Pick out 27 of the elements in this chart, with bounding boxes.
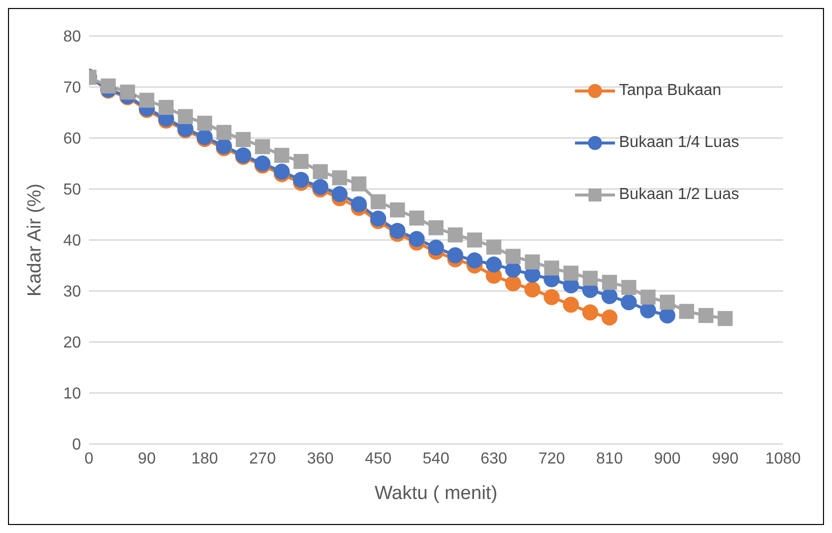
legend-label: Bukaan 1/4 Luas bbox=[619, 134, 740, 152]
y-tick-label: 50 bbox=[63, 182, 82, 199]
x-tick-label: 630 bbox=[480, 450, 508, 468]
y-tick-label: 30 bbox=[63, 284, 82, 301]
x-axis-title: Waktu ( menit) bbox=[374, 483, 498, 504]
y-tick-label: 70 bbox=[63, 80, 82, 97]
x-tick-label: 540 bbox=[422, 450, 450, 468]
x-tick-label: 360 bbox=[306, 450, 334, 468]
x-tick-label: 990 bbox=[712, 450, 739, 468]
y-tick-label: 10 bbox=[63, 386, 82, 403]
x-tick-label: 180 bbox=[191, 450, 218, 468]
x-tick-label: 810 bbox=[596, 450, 623, 468]
x-tick-label: 720 bbox=[538, 450, 566, 468]
y-tick-label: 0 bbox=[72, 436, 82, 454]
y-tick-label: 20 bbox=[63, 334, 82, 352]
x-tick-label: 90 bbox=[138, 450, 156, 468]
x-tick-label: 0 bbox=[84, 450, 94, 468]
legend-label: Bukaan 1/2 Luas bbox=[619, 186, 740, 204]
x-tick-label: 270 bbox=[249, 450, 276, 468]
y-tick-label: 80 bbox=[63, 28, 82, 46]
legend-label: Tanpa Bukaan bbox=[619, 82, 722, 100]
y-axis-title: Kadar Air (%) bbox=[24, 184, 46, 296]
y-tick-label: 60 bbox=[63, 130, 82, 148]
x-tick-label: 450 bbox=[364, 450, 392, 468]
x-tick-label: 1080 bbox=[765, 450, 801, 468]
x-tick-label: 900 bbox=[654, 450, 681, 468]
y-tick-label: 40 bbox=[63, 232, 82, 250]
